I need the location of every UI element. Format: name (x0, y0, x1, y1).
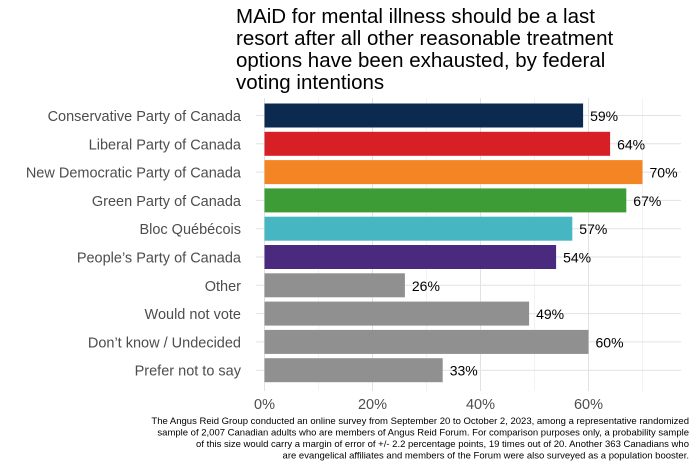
value-label: 70% (650, 165, 678, 181)
bar (264, 329, 589, 354)
value-label: 49% (536, 306, 564, 322)
category-label: Other (205, 279, 241, 295)
value-label: 33% (450, 363, 478, 379)
bar (264, 103, 584, 128)
title-line: options have been exhausted, by federal (236, 49, 605, 72)
x-tick-label: 60% (574, 397, 603, 413)
title-line: resort after all other reasonable treatm… (236, 27, 613, 50)
value-label: 57% (579, 221, 607, 237)
category-label: Would not vote (145, 307, 241, 323)
bar (264, 245, 557, 269)
footnote-line: are evangelical affiliates and members o… (283, 451, 689, 462)
bar (264, 160, 643, 185)
bar (264, 216, 573, 241)
value-label: 60% (596, 334, 624, 350)
x-tick-label: 20% (358, 397, 387, 413)
title-line: voting intentions (236, 71, 384, 94)
footnote-line: sample of 2,007 Canadian adults who are … (157, 428, 689, 439)
bar (264, 301, 530, 326)
bar (264, 358, 443, 383)
chart-title: MAiD for mental illness should be a last… (236, 5, 613, 94)
x-tick-label: 0% (254, 397, 275, 413)
category-label: Conservative Party of Canada (48, 109, 242, 125)
value-labels: 59% 64% 70% 67% 57% 54% 26% 49% 60% 33% (412, 108, 678, 379)
footnote: The Angus Reid Group conducted an online… (151, 416, 689, 462)
category-label: New Democratic Party of Canada (26, 166, 242, 182)
category-labels: Conservative Party of Canada Liberal Part… (26, 109, 242, 380)
x-axis-ticks: 0% 20% 40% 60% (254, 397, 603, 413)
value-label: 67% (633, 193, 661, 209)
footnote-line: of this size would carry a margin of err… (196, 439, 689, 450)
category-label: Green Party of Canada (92, 194, 242, 210)
category-label: Liberal Party of Canada (89, 137, 242, 153)
category-label: Don’t know / Undecided (88, 335, 241, 351)
value-label: 59% (590, 108, 618, 124)
title-line: MAiD for mental illness should be a last (236, 5, 595, 28)
bar (264, 131, 611, 156)
x-tick-label: 40% (466, 397, 495, 413)
category-label: Prefer not to say (135, 364, 242, 380)
category-label: People’s Party of Canada (77, 251, 242, 267)
bar (264, 273, 405, 298)
category-label: Bloc Québécois (139, 222, 241, 238)
footnote-line: The Angus Reid Group conducted an online… (151, 416, 689, 427)
bar (264, 188, 627, 213)
bars (264, 103, 643, 383)
value-label: 54% (563, 250, 591, 266)
value-label: 26% (412, 278, 440, 294)
value-label: 64% (617, 136, 645, 152)
